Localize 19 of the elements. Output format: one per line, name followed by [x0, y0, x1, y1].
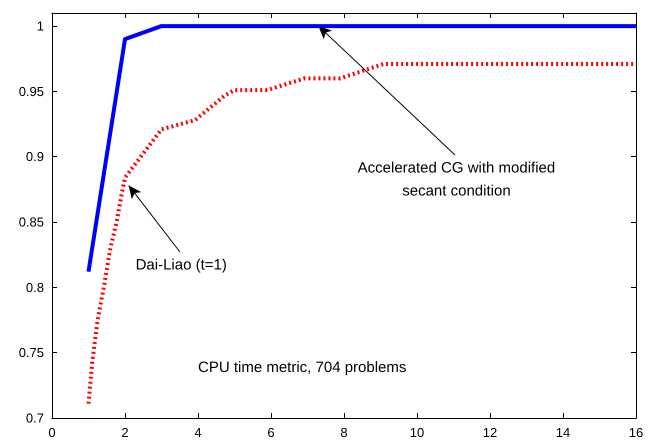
x-tick-label: 0 — [48, 425, 56, 440]
x-tick-label: 6 — [267, 425, 275, 440]
x-tick-label: 4 — [194, 425, 202, 440]
annotation: CPU time metric, 704 problems — [198, 359, 406, 376]
y-tick-label: 0.95 — [18, 84, 44, 99]
x-tick-label: 16 — [628, 425, 644, 440]
annotation: Dai-Liao (t=1) — [136, 256, 227, 274]
x-tick-label: 12 — [482, 425, 498, 440]
x-tick-label: 8 — [340, 425, 348, 440]
x-tick-label: 14 — [556, 425, 570, 440]
y-tick-label: 0.85 — [18, 214, 44, 230]
y-tick-label: 0.8 — [26, 280, 44, 295]
x-tick-label: 2 — [121, 425, 129, 440]
x-tick-label: 10 — [410, 425, 424, 440]
y-tick-label: 0.75 — [18, 345, 44, 360]
annotation: Accelerated CG with modified secant condition — [358, 159, 556, 200]
y-tick-label: 1 — [36, 18, 44, 34]
y-tick-label: 0.9 — [26, 149, 44, 164]
y-tick-label: 0.7 — [26, 410, 44, 426]
